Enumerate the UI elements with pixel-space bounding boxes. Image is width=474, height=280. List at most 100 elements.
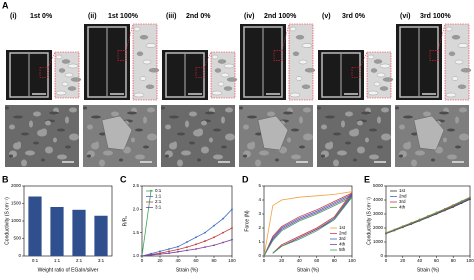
sem-grain xyxy=(345,141,351,145)
particle xyxy=(460,68,472,73)
series-line xyxy=(264,196,352,256)
particle xyxy=(445,26,453,32)
particle xyxy=(457,84,467,89)
y-tick-label: 1000 xyxy=(11,218,22,223)
legend-label: 2:1 xyxy=(155,199,162,204)
y-tick-label: 1500 xyxy=(11,201,22,206)
sem-grain xyxy=(49,111,59,115)
sem-grain xyxy=(87,124,93,130)
highlight-box xyxy=(273,50,283,61)
y-axis-label: Conductivity (S cm⁻¹) xyxy=(366,197,372,245)
series-marker xyxy=(159,253,161,256)
particle xyxy=(148,68,160,73)
sem-grain xyxy=(143,145,149,149)
x-tick-label: 20 xyxy=(279,258,285,263)
x-tick-label: 60 xyxy=(314,258,320,263)
sem-grain xyxy=(321,154,325,158)
series-marker xyxy=(222,231,224,234)
particle xyxy=(367,90,379,96)
particle xyxy=(58,68,66,73)
particle xyxy=(220,72,230,78)
x-tick-label: 60 xyxy=(434,258,440,263)
x-tick-label: 40 xyxy=(417,258,423,263)
sem-grain xyxy=(243,124,249,130)
legend-label: 4th xyxy=(339,242,346,247)
particle xyxy=(145,84,155,89)
sem-grain xyxy=(103,150,113,156)
panel-letter: C xyxy=(120,174,127,184)
sem-grain xyxy=(423,111,431,117)
sem-grain xyxy=(275,158,279,162)
y-tick-label: 5 xyxy=(258,183,261,188)
x-tick-label: 100 xyxy=(348,258,356,263)
particle xyxy=(376,72,386,78)
sem-grain xyxy=(325,115,335,119)
sem-grain xyxy=(57,128,65,132)
sem-grain xyxy=(377,116,381,124)
sem-grain xyxy=(325,142,333,150)
y-axis-label: R/R₀ xyxy=(122,216,128,227)
sem-grain xyxy=(431,158,435,162)
sem-grain xyxy=(131,137,135,143)
plot-frame xyxy=(385,185,471,257)
y-tick-label: 3 xyxy=(258,211,261,216)
y-axis-label: Conductivity (S cm⁻¹) xyxy=(4,197,10,245)
sem-grain xyxy=(13,142,21,150)
sem-grain xyxy=(357,146,365,154)
particle xyxy=(451,76,459,81)
column-roman: (vi) xyxy=(400,13,411,20)
column-roman: (v) xyxy=(322,13,331,20)
particle xyxy=(67,86,77,91)
bar xyxy=(72,209,86,256)
sem-grain xyxy=(143,116,147,124)
sem-grain xyxy=(381,133,391,141)
y-tick-label: 4 xyxy=(258,197,261,202)
sem-grain xyxy=(65,145,71,149)
sem-grain xyxy=(455,145,461,149)
particle xyxy=(379,63,391,69)
sem-grain xyxy=(259,150,269,156)
particle xyxy=(379,86,389,91)
y-tick-label: 1000 xyxy=(373,239,384,244)
y-tick-label: 0 xyxy=(258,253,261,258)
sem-grain xyxy=(213,128,221,132)
particle xyxy=(373,81,381,87)
series-marker xyxy=(141,255,143,257)
sem-grain xyxy=(353,158,357,162)
x-tick-label: 40 xyxy=(175,258,181,263)
sem-grain xyxy=(403,115,413,119)
sem-grain xyxy=(291,128,299,132)
column-roman: (iii) xyxy=(166,13,177,20)
series-marker xyxy=(204,240,206,242)
series-marker xyxy=(195,248,197,250)
legend-label: 3:1 xyxy=(155,205,162,210)
y-tick-label: 2 xyxy=(258,225,261,230)
sem-grain xyxy=(283,111,293,115)
series-marker xyxy=(150,254,152,256)
x-tick-label: 40 xyxy=(297,258,303,263)
sem-grain xyxy=(299,145,305,149)
series-line xyxy=(142,190,152,256)
sem-grain xyxy=(9,124,15,130)
sem-grain xyxy=(361,111,371,115)
y-tick-label: 1 xyxy=(258,239,261,244)
particle xyxy=(298,59,308,65)
sem-grain xyxy=(299,116,303,124)
particle xyxy=(295,35,305,40)
particle xyxy=(139,76,147,81)
sem-grain xyxy=(381,107,389,113)
sem-grain xyxy=(127,111,137,115)
series-marker xyxy=(418,218,421,221)
sem-grain xyxy=(91,115,101,119)
series-marker xyxy=(213,224,215,227)
particle xyxy=(451,35,461,40)
sem-grain xyxy=(447,128,455,132)
panel-letter: D xyxy=(242,174,249,184)
sem-grain xyxy=(21,159,27,167)
y-tick-label: 1.5 xyxy=(133,230,140,235)
particle xyxy=(217,81,225,87)
sem-grain xyxy=(37,129,47,137)
sem-grain xyxy=(45,120,51,126)
legend-label: 3rd xyxy=(339,236,346,241)
sem-grain xyxy=(337,150,347,156)
